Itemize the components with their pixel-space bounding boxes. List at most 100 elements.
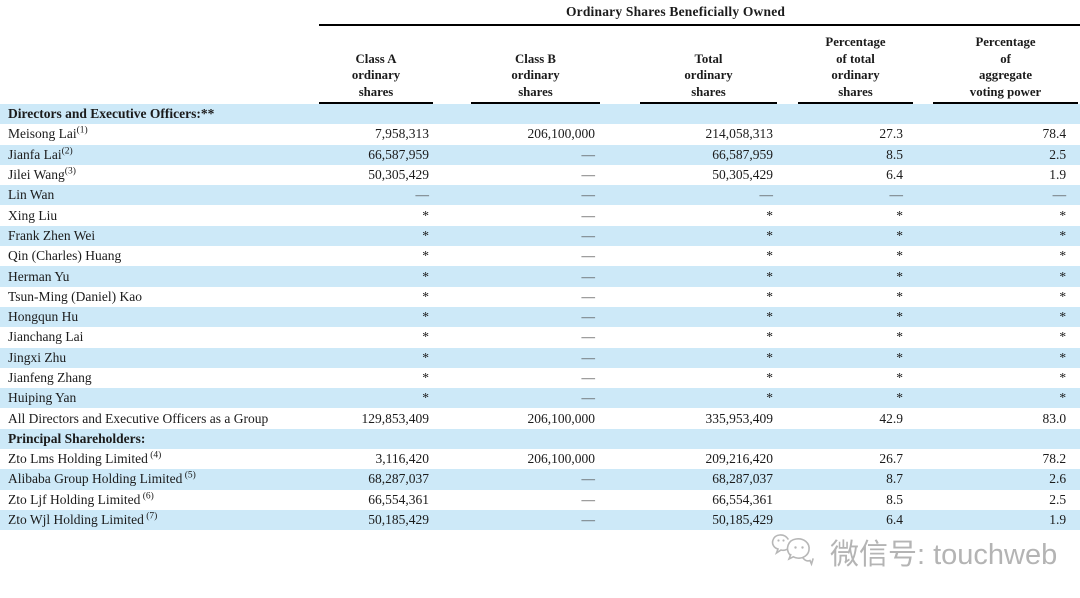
cell-pct-total: * <box>896 390 903 406</box>
cell-class-a-shares: * <box>422 207 429 223</box>
cell-total-shares: 66,554,361 <box>712 491 773 507</box>
cell-total-shares: * <box>766 370 773 385</box>
cell-class-a-shares: 3,116,420 <box>375 451 430 467</box>
column-header-class-a: Class A ordinary shares <box>319 51 433 104</box>
shareholder-name: Qin (Charles) Huang <box>8 248 122 264</box>
cell-pct-voting: 2.6 <box>1049 471 1067 487</box>
cell-pct-voting: * <box>1059 207 1067 223</box>
column-header-class-b-cell: Class B ordinary shares <box>433 26 600 104</box>
row-name: Directors and Executive Officers:** <box>0 104 315 124</box>
cell-class-b-shares: — <box>581 167 596 183</box>
column-header-total-cell: Total ordinary shares <box>600 26 777 104</box>
row-name: Zto Lms Holding Limited (4) <box>0 449 315 469</box>
cell-total-shares: * <box>766 268 773 284</box>
cell-class-b-shares: 206,100,000 <box>527 126 596 142</box>
cell-class-b-shares <box>433 104 600 124</box>
cell-total-shares: 214,058,313 <box>705 126 774 142</box>
row-name: Zto Ljf Holding Limited (6) <box>0 490 315 510</box>
table-row: Principal Shareholders: <box>0 428 1080 450</box>
cell-pct-voting: 1.9 <box>1049 167 1067 183</box>
cell-class-b-shares: 206,100,000 <box>527 410 596 426</box>
cell-pct-total <box>777 429 913 449</box>
column-header-line: aggregate <box>979 68 1033 82</box>
cell-pct-voting: — <box>1052 187 1067 203</box>
row-name: Tsun-Ming (Daniel) Kao <box>0 287 315 307</box>
shareholder-name: Huiping Yan <box>8 390 77 406</box>
shareholder-name: Jianfa Lai <box>8 146 62 162</box>
table-row: Directors and Executive Officers:** <box>0 104 1080 125</box>
row-name: Jilei Wang(3) <box>0 165 315 185</box>
column-header-line: shares <box>518 84 553 99</box>
row-name: Herman Yu <box>0 266 315 286</box>
row-name: Principal Shareholders: <box>0 429 315 449</box>
cell-class-b-shares: — <box>581 349 596 365</box>
cell-pct-total: 8.5 <box>886 146 903 162</box>
column-header-class-a-cell: Class A ordinary shares <box>315 26 433 104</box>
cell-total-shares: 50,305,429 <box>712 167 773 183</box>
cell-class-b-shares: — <box>581 512 596 528</box>
column-header-line: Class A <box>355 51 397 66</box>
cell-pct-voting <box>913 104 1080 124</box>
column-header-line: ordinary <box>351 68 401 82</box>
cell-class-a-shares: 50,185,429 <box>368 512 429 528</box>
cell-class-a-shares: * <box>422 227 429 243</box>
shareholder-name: Jianchang Lai <box>8 329 84 345</box>
cell-pct-voting: * <box>1059 248 1067 264</box>
cell-pct-voting: * <box>1059 370 1067 385</box>
column-header-line: shares <box>838 84 873 99</box>
cell-pct-total: — <box>889 187 904 203</box>
shareholder-name: Directors and Executive Officers:** <box>8 106 215 122</box>
row-name: Frank Zhen Wei <box>0 226 315 246</box>
table-row: Alibaba Group Holding Limited (5) 68,287… <box>0 469 1080 490</box>
table-row: Qin (Charles) Huang * — * * * <box>0 246 1080 266</box>
cell-class-b-shares: — <box>581 471 596 487</box>
column-header-pct-voting: Percentage of aggregate voting power <box>933 34 1079 104</box>
beneficial-ownership-table: Ordinary Shares Beneficially Owned Class… <box>0 4 1080 531</box>
row-name: Jingxi Zhu <box>0 348 315 368</box>
table-row: Jilei Wang(3) 50,305,429 — 50,305,429 6.… <box>0 165 1080 185</box>
shareholder-name: Meisong Lai <box>8 126 77 142</box>
cell-total-shares: 209,216,420 <box>705 451 774 467</box>
cell-class-a-shares: * <box>422 370 429 385</box>
cell-total-shares: * <box>766 288 773 304</box>
cell-pct-total: * <box>896 288 903 304</box>
cell-class-a-shares: * <box>422 268 429 284</box>
table-row: Meisong Lai(1) 7,958,313 206,100,000 214… <box>0 124 1080 144</box>
table-row: Frank Zhen Wei * — * * * <box>0 225 1080 247</box>
cell-class-b-shares: — <box>581 390 596 406</box>
cell-class-a-shares: 129,853,409 <box>361 410 430 426</box>
cell-pct-total: * <box>896 268 903 284</box>
cell-pct-total <box>777 104 913 124</box>
cell-pct-total: * <box>896 309 903 325</box>
cell-pct-total: * <box>896 207 903 223</box>
cell-total-shares: — <box>759 187 774 203</box>
cell-class-b-shares: — <box>581 248 596 264</box>
shareholder-name: Hongqun Hu <box>8 309 79 325</box>
cell-class-b-shares: — <box>581 268 596 284</box>
cell-class-a-shares: 68,287,037 <box>368 471 429 487</box>
cell-total-shares: * <box>766 227 773 243</box>
cell-pct-total: 26.7 <box>879 451 903 467</box>
table-row: Lin Wan — — — — — <box>0 185 1080 206</box>
cell-pct-voting: * <box>1059 288 1067 304</box>
shareholder-name: Alibaba Group Holding Limited <box>8 471 183 487</box>
column-header-row: Class A ordinary shares Class B ordinary… <box>0 26 1080 104</box>
cell-class-b-shares: — <box>581 288 596 304</box>
column-header-total: Total ordinary shares <box>640 51 777 104</box>
table-group-header: Ordinary Shares Beneficially Owned <box>319 4 1080 26</box>
row-name: Jianfeng Zhang <box>0 368 315 388</box>
cell-class-a-shares: * <box>422 309 429 325</box>
column-header-line: Percentage <box>825 35 886 49</box>
cell-total-shares: * <box>766 390 773 406</box>
wechat-icon <box>771 534 814 567</box>
cell-pct-voting: 78.4 <box>1042 126 1067 142</box>
cell-total-shares: * <box>766 349 773 365</box>
table-row: Xing Liu * — * * * <box>0 205 1080 225</box>
row-name: Meisong Lai(1) <box>0 124 315 144</box>
cell-class-b-shares <box>433 429 600 449</box>
table-row: Zto Lms Holding Limited (4) 3,116,420 20… <box>0 449 1080 469</box>
cell-pct-voting: * <box>1059 309 1067 325</box>
row-name: Jianfa Lai(2) <box>0 145 315 165</box>
shareholder-name: Lin Wan <box>8 187 55 203</box>
cell-class-b-shares: 206,100,000 <box>527 451 596 467</box>
